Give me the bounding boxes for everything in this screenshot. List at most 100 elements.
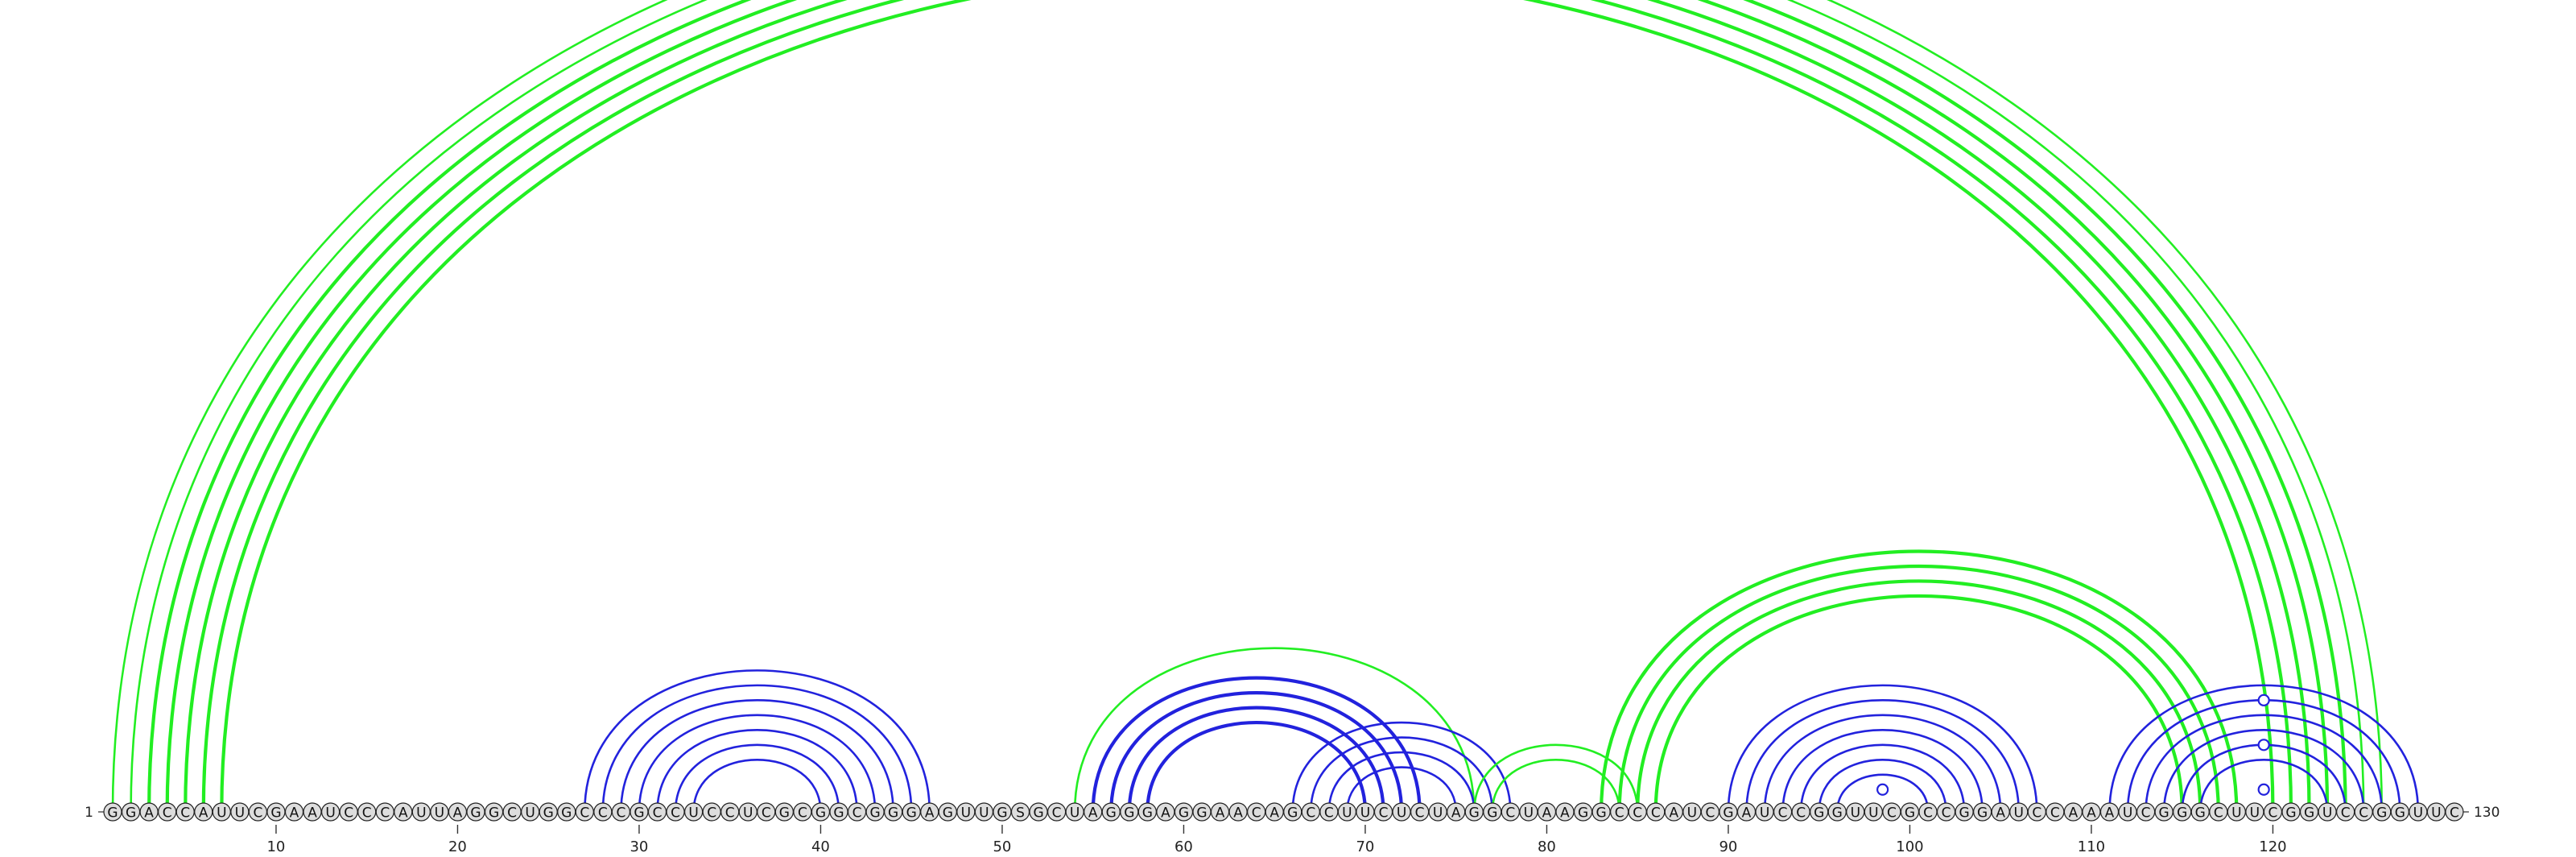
nucleotide-letter: C bbox=[598, 805, 608, 822]
nucleotide-letter: C bbox=[2214, 805, 2223, 822]
nucleotide-letter: A bbox=[925, 805, 935, 822]
nucleotide-letter: A bbox=[1161, 805, 1170, 822]
nucleotide-letter: A bbox=[453, 805, 463, 822]
pair-markers bbox=[1876, 693, 2270, 796]
base-pair-arc bbox=[638, 714, 877, 814]
axis-tick-label: 120 bbox=[2259, 838, 2286, 855]
nucleotide-letter: C bbox=[1942, 805, 1951, 822]
nucleotide-letter: G bbox=[906, 805, 917, 822]
nucleotide-letter: U bbox=[235, 805, 245, 822]
base-pair-arc bbox=[1491, 759, 1620, 814]
base-pair-arc bbox=[601, 684, 913, 814]
base-pair-arc bbox=[1091, 676, 1422, 814]
base-pair-arcs bbox=[111, 0, 2420, 814]
nucleotide-letter: C bbox=[253, 805, 262, 822]
nucleotide-letter: U bbox=[2014, 805, 2024, 822]
nucleotide-letter: C bbox=[1306, 805, 1315, 822]
nucleotide-letter: G bbox=[2195, 805, 2206, 822]
nucleotide-letter: C bbox=[163, 805, 172, 822]
nucleotide-letter: U bbox=[1851, 805, 1860, 822]
nucleotide-letter: C bbox=[1633, 805, 1642, 822]
sequence-start-label: 1 bbox=[85, 805, 93, 821]
nucleotide-letter: G bbox=[833, 805, 844, 822]
nucleotide-letter: C bbox=[507, 805, 517, 822]
nucleotide-letter: G bbox=[561, 805, 572, 822]
nucleotide-letter: C bbox=[798, 805, 807, 822]
nucleotide-letter: C bbox=[362, 805, 372, 822]
axis-tick-label: 40 bbox=[811, 838, 830, 855]
base-pair-arc bbox=[2108, 684, 2420, 814]
nucleotide-letter: U bbox=[2413, 805, 2423, 822]
nucleotide-letter: C bbox=[1324, 805, 1334, 822]
nucleotide-letter: G bbox=[1832, 805, 1843, 822]
nucleotide-letter: G bbox=[888, 805, 898, 822]
base-pair-arc bbox=[584, 669, 931, 814]
nucleotide-letter: A bbox=[1669, 805, 1678, 822]
axis-tick-label: 30 bbox=[630, 838, 648, 855]
nucleotide-letter: A bbox=[144, 805, 154, 822]
base-pair-arc bbox=[2198, 759, 2329, 814]
nucleotide-letter: G bbox=[1469, 805, 1480, 822]
base-pair-arc bbox=[165, 0, 2330, 814]
nucleotide-letter: G bbox=[1959, 805, 1970, 822]
base-pair-arc bbox=[1763, 714, 2002, 814]
nucleotide-letter: C bbox=[1415, 805, 1425, 822]
nucleotide-letter: U bbox=[979, 805, 989, 822]
nucleotide-letter: G bbox=[2159, 805, 2169, 822]
nucleotide-letter: A bbox=[2105, 805, 2115, 822]
axis-tick-label: 70 bbox=[1356, 838, 1374, 855]
nucleotide-letter: G bbox=[1977, 805, 1988, 822]
nucleotide-letter: G bbox=[1596, 805, 1607, 822]
nucleotide-letter: U bbox=[435, 805, 444, 822]
nucleotide-letter: G bbox=[2376, 805, 2387, 822]
base-pair-arc bbox=[1799, 743, 1966, 814]
sequence-end-label: 130 bbox=[2474, 805, 2500, 821]
nucleotide-circle bbox=[2445, 802, 2464, 822]
position-axis: 10 20 30 40 50 60 70 80 90 100 110 120 bbox=[266, 825, 2287, 855]
nucleotide-letter: A bbox=[2069, 805, 2079, 822]
nucleotide-letter: G bbox=[870, 805, 881, 822]
nucleotide-letter: U bbox=[1397, 805, 1406, 822]
axis-tick-label: 20 bbox=[448, 838, 467, 855]
base-pair-arc bbox=[674, 743, 840, 814]
nucleotide-letter: G bbox=[1905, 805, 1915, 822]
nucleotide-letter: G bbox=[1033, 805, 1043, 822]
nucleotide-letter: C bbox=[1052, 805, 1062, 822]
nucleotide-letter: A bbox=[1233, 805, 1243, 822]
base-pair-arc bbox=[1146, 720, 1368, 814]
nucleotide-letter: U bbox=[1360, 805, 1370, 822]
nucleotide-letter: A bbox=[290, 805, 299, 822]
nucleotide-letter: A bbox=[1088, 805, 1098, 822]
base-pair-arc bbox=[1073, 647, 1476, 814]
base-pair-arc bbox=[1600, 549, 2239, 814]
nucleotide-letter: C bbox=[1252, 805, 1261, 822]
nucleotide-letter: U bbox=[416, 805, 426, 822]
base-pair-arc bbox=[1109, 691, 1404, 814]
base-pair-arc bbox=[1327, 751, 1476, 814]
axis-tick-label: 10 bbox=[266, 838, 285, 855]
pair-marker bbox=[2257, 693, 2270, 706]
base-pair-arc bbox=[1781, 729, 1984, 814]
nucleotide-letter: C bbox=[1778, 805, 1788, 822]
nucleotide-letter: G bbox=[2304, 805, 2314, 822]
nucleotide-letter: A bbox=[1560, 805, 1570, 822]
nucleotide-letter: G bbox=[1179, 805, 1189, 822]
nucleotide-letter: U bbox=[2322, 805, 2332, 822]
pair-marker bbox=[2257, 739, 2270, 751]
nucleotide-letter: U bbox=[1342, 805, 1352, 822]
nucleotide-letter: C bbox=[2050, 805, 2060, 822]
nucleotide-letter: C bbox=[707, 805, 716, 822]
base-pair-arc bbox=[1617, 564, 2220, 814]
base-pair-arc bbox=[1818, 759, 1947, 814]
base-pair-arc bbox=[692, 759, 822, 814]
nucleotide-letter: C bbox=[1923, 805, 1933, 822]
pair-marker bbox=[2257, 783, 2270, 796]
nucleotide-letter: U bbox=[1760, 805, 1769, 822]
nucleotide-letter: U bbox=[1868, 805, 1878, 822]
nucleotide-letter: A bbox=[1451, 805, 1461, 822]
nucleotide-letter: U bbox=[1070, 805, 1080, 822]
nucleotide-letter: G bbox=[1196, 805, 1207, 822]
base-pair-arc bbox=[1310, 736, 1494, 814]
nucleotide-letter: C bbox=[1615, 805, 1624, 822]
